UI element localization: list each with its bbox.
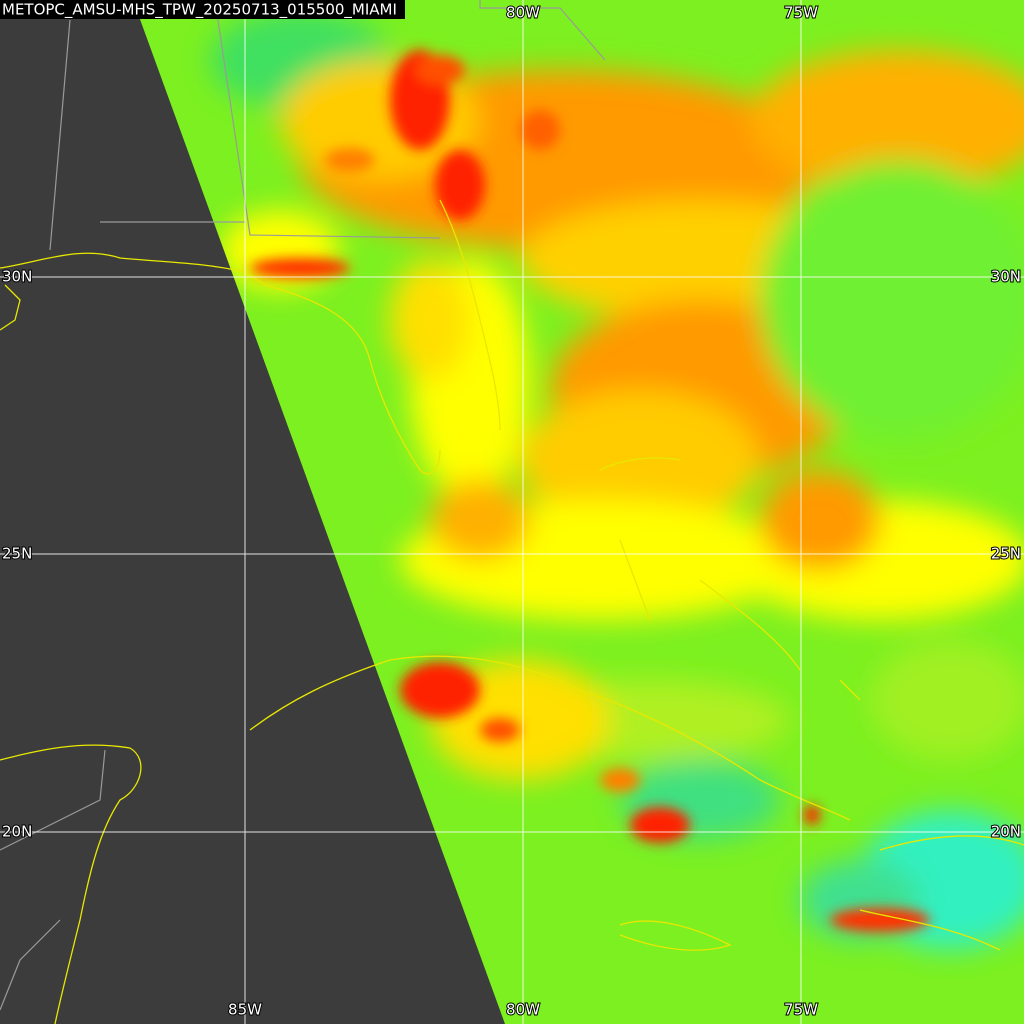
- moisture-peak: [435, 150, 485, 220]
- border: [0, 749, 106, 1011]
- moisture-blob: [870, 640, 1024, 760]
- moisture-field: [210, 10, 1024, 950]
- border: [49, 19, 71, 251]
- grid-label: 80W: [506, 4, 540, 22]
- grid-label: 30N: [2, 268, 32, 286]
- grid-label: 20N: [2, 823, 32, 841]
- grid-label: 25N: [991, 545, 1021, 563]
- coastlines: [0, 199, 1024, 1024]
- title: METOPC_AMSU-MHS_TPW_20250713_015500_MIAM…: [2, 1, 397, 20]
- border: [214, 0, 441, 239]
- grid-label: 30N: [991, 268, 1021, 286]
- moisture-blob: [760, 160, 1024, 440]
- yucatan: [0, 744, 142, 1024]
- moisture-peak: [804, 805, 820, 825]
- moisture-peak: [415, 55, 465, 85]
- hispaniola: [859, 835, 1024, 951]
- moisture-blob: [750, 50, 1024, 190]
- moisture-blob: [520, 390, 760, 530]
- moisture-peak: [600, 768, 640, 792]
- coast: [0, 284, 21, 331]
- moisture-peak: [480, 718, 520, 742]
- title-box: [0, 0, 405, 19]
- moisture-peak: [520, 110, 560, 150]
- moisture-peak: [630, 807, 690, 843]
- grid-label: 75W: [784, 1001, 818, 1019]
- grid-label: 20N: [991, 823, 1021, 841]
- jamaica: [619, 920, 732, 951]
- grid-label: 75W: [784, 4, 818, 22]
- moisture-peak: [400, 662, 480, 718]
- grid-label: 25N: [2, 545, 32, 563]
- florida-east: [439, 199, 501, 431]
- moisture-peak: [830, 908, 930, 932]
- gulf-coast: [0, 252, 266, 286]
- moisture-peak: [325, 148, 375, 172]
- grid-labels: 80W 75W 85W 80W 75W 30N 25N 20N 30N 25N 20N: [1, 3, 1022, 1020]
- florida-west: [264, 284, 441, 475]
- grid-label: 80W: [506, 1001, 540, 1019]
- cuba: [249, 655, 851, 821]
- moisture-blob: [430, 480, 530, 560]
- moisture-blob: [390, 260, 470, 380]
- bahamas: [599, 457, 861, 701]
- moisture-blob: [760, 470, 880, 570]
- borders: [0, 0, 606, 1011]
- grid-label: 85W: [228, 1001, 262, 1019]
- border: [479, 0, 606, 61]
- moisture-peaks: [250, 50, 930, 932]
- moisture-peak: [250, 258, 350, 278]
